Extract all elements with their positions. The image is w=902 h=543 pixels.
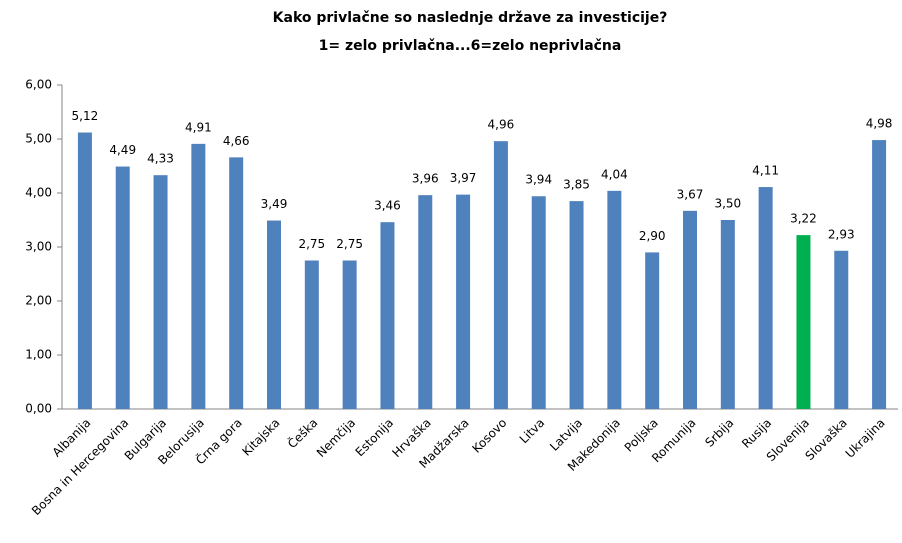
value-label: 4,98 — [866, 117, 893, 131]
bar — [191, 143, 206, 410]
bar — [531, 196, 546, 409]
bar — [720, 220, 735, 409]
x-tick-label: Nemčija — [314, 416, 358, 460]
value-label: 4,96 — [488, 118, 515, 132]
bar — [645, 252, 660, 409]
y-tick-label: 0,00 — [25, 402, 52, 416]
bar — [683, 210, 697, 409]
bar — [456, 194, 471, 409]
bar — [267, 220, 281, 409]
bar — [342, 260, 357, 409]
y-tick-label: 4,00 — [25, 186, 52, 200]
bar — [796, 235, 811, 409]
value-label: 2,93 — [828, 227, 855, 241]
value-label: 2,75 — [298, 237, 325, 251]
bar — [418, 195, 433, 409]
x-tick-label: Rusija — [739, 416, 774, 451]
bar — [493, 141, 508, 409]
x-tick-label: Litva — [517, 416, 548, 447]
x-tick-label: Estonija — [353, 416, 396, 459]
value-label: 3,67 — [677, 187, 704, 201]
value-label: 4,11 — [752, 164, 779, 178]
value-label: 3,50 — [714, 197, 741, 211]
chart-subtitle: 1= zelo privlačna...6=zelo neprivlačna — [319, 38, 622, 54]
y-tick-label: 3,00 — [25, 240, 52, 254]
value-label: 3,94 — [525, 173, 552, 187]
value-label: 3,85 — [563, 178, 590, 192]
x-tick-label: Srbija — [702, 416, 736, 450]
bar — [153, 175, 168, 409]
y-tick-label: 5,00 — [25, 132, 52, 146]
value-label: 3,96 — [412, 172, 439, 186]
x-tick-label: Slovaška — [802, 416, 849, 463]
bar — [380, 222, 395, 409]
bar — [115, 166, 130, 409]
value-label: 4,66 — [223, 134, 250, 148]
chart-title: Kako privlačne so naslednje države za in… — [273, 10, 668, 26]
bar — [569, 201, 584, 409]
value-label: 3,46 — [374, 199, 401, 213]
bar — [607, 190, 622, 409]
x-tick-label: Ukrajina — [843, 416, 888, 461]
value-label: 5,12 — [72, 109, 99, 123]
value-label: 4,33 — [147, 152, 174, 166]
bar — [77, 132, 92, 409]
bar — [229, 157, 244, 409]
value-label: 2,75 — [336, 237, 363, 251]
value-label: 2,90 — [639, 229, 666, 243]
bar — [304, 260, 319, 409]
y-tick-label: 2,00 — [25, 294, 52, 308]
value-label: 4,91 — [185, 120, 212, 134]
bar — [758, 187, 773, 409]
x-tick-label: Kosovo — [469, 416, 509, 456]
x-tick-label: Kitajska — [239, 416, 282, 459]
y-tick-label: 1,00 — [25, 348, 52, 362]
bar — [872, 140, 887, 409]
value-label: 3,49 — [261, 197, 288, 211]
x-tick-label: Češka — [284, 415, 320, 451]
y-tick-label: 6,00 — [25, 78, 52, 92]
value-label: 4,49 — [109, 143, 136, 157]
value-label: 3,22 — [790, 212, 817, 226]
value-label: 3,97 — [450, 171, 477, 185]
bar — [834, 250, 849, 409]
value-label: 4,04 — [601, 167, 628, 181]
